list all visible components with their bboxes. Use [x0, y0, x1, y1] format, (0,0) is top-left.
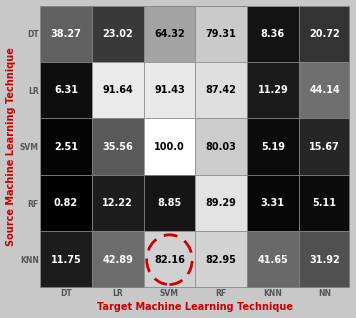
Bar — [247, 119, 299, 175]
Text: 64.32: 64.32 — [154, 29, 185, 39]
Bar — [92, 62, 143, 119]
Bar — [299, 232, 350, 288]
Text: 91.64: 91.64 — [102, 85, 133, 95]
Text: 91.43: 91.43 — [154, 85, 185, 95]
Bar — [92, 5, 143, 62]
Text: 82.16: 82.16 — [154, 255, 185, 265]
Text: 5.11: 5.11 — [313, 198, 336, 208]
Bar — [195, 5, 247, 62]
Bar — [143, 5, 195, 62]
Text: 100.0: 100.0 — [154, 142, 185, 152]
Bar — [143, 62, 195, 119]
Text: 0.82: 0.82 — [54, 198, 78, 208]
Text: 80.03: 80.03 — [206, 142, 237, 152]
Text: 87.42: 87.42 — [206, 85, 237, 95]
Bar — [247, 175, 299, 232]
Bar — [299, 175, 350, 232]
Bar — [195, 119, 247, 175]
Text: 23.02: 23.02 — [102, 29, 133, 39]
Text: 8.85: 8.85 — [157, 198, 182, 208]
Text: 35.56: 35.56 — [102, 142, 133, 152]
Bar — [92, 175, 143, 232]
Text: 2.51: 2.51 — [54, 142, 78, 152]
Y-axis label: Source Machine Learning Technique: Source Machine Learning Technique — [6, 47, 16, 246]
Bar — [143, 175, 195, 232]
Bar — [40, 119, 92, 175]
Text: 11.29: 11.29 — [257, 85, 288, 95]
Bar — [299, 5, 350, 62]
Bar — [195, 232, 247, 288]
Bar — [40, 232, 92, 288]
Text: 31.92: 31.92 — [309, 255, 340, 265]
Bar — [40, 175, 92, 232]
Bar — [40, 5, 92, 62]
Text: 38.27: 38.27 — [51, 29, 82, 39]
Text: 11.75: 11.75 — [51, 255, 82, 265]
Bar — [92, 232, 143, 288]
Bar — [92, 119, 143, 175]
Bar — [247, 62, 299, 119]
Text: 12.22: 12.22 — [102, 198, 133, 208]
X-axis label: Target Machine Learning Technique: Target Machine Learning Technique — [97, 302, 293, 313]
Text: 42.89: 42.89 — [102, 255, 133, 265]
Text: 89.29: 89.29 — [206, 198, 237, 208]
Bar — [247, 232, 299, 288]
Bar — [143, 119, 195, 175]
Text: 3.31: 3.31 — [261, 198, 285, 208]
Text: 5.19: 5.19 — [261, 142, 285, 152]
Bar — [247, 5, 299, 62]
Bar — [143, 232, 195, 288]
Text: 44.14: 44.14 — [309, 85, 340, 95]
Bar — [195, 175, 247, 232]
Bar — [299, 119, 350, 175]
Bar — [299, 62, 350, 119]
Bar — [195, 62, 247, 119]
Text: 15.67: 15.67 — [309, 142, 340, 152]
Text: 82.95: 82.95 — [206, 255, 237, 265]
Bar — [40, 62, 92, 119]
Text: 6.31: 6.31 — [54, 85, 78, 95]
Text: 8.36: 8.36 — [261, 29, 285, 39]
Text: 41.65: 41.65 — [257, 255, 288, 265]
Text: 20.72: 20.72 — [309, 29, 340, 39]
Text: 79.31: 79.31 — [206, 29, 236, 39]
